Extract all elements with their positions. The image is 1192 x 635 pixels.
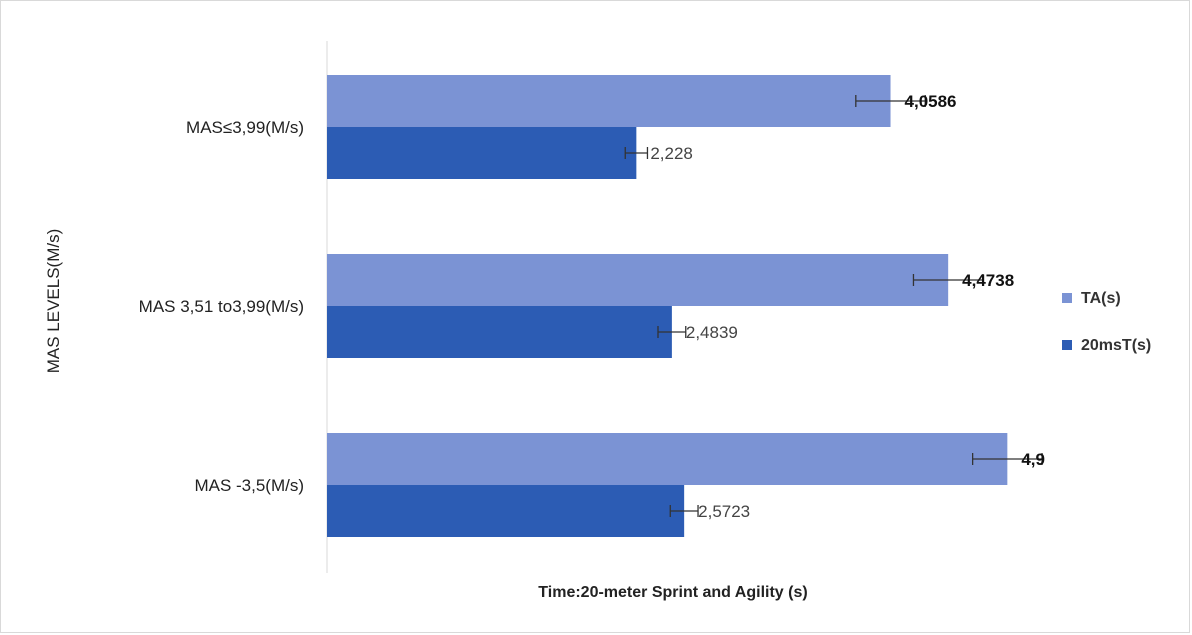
x-axis-title: Time:20-meter Sprint and Agility (s) bbox=[538, 584, 807, 601]
legend-label-sprint: 20msT(s) bbox=[1081, 337, 1151, 354]
error-bar-ta-1 bbox=[855, 95, 926, 107]
legend-swatch-ta bbox=[1062, 293, 1072, 303]
value-label-ta-3: 4,9 bbox=[1021, 450, 1045, 469]
bar-ta-3 bbox=[327, 433, 1008, 485]
legend-label-ta: TA(s) bbox=[1081, 290, 1121, 307]
bar-ta-2 bbox=[327, 254, 949, 306]
error-bar-sprint-1 bbox=[624, 147, 649, 159]
error-bar-sprint-3 bbox=[669, 505, 699, 517]
bars-group bbox=[327, 75, 1043, 537]
error-bar-ta-3 bbox=[971, 453, 1043, 465]
error-bar-ta-2 bbox=[912, 274, 984, 286]
bar-sprint-3 bbox=[327, 485, 685, 537]
value-label-sprint-2: 2,4839 bbox=[686, 323, 738, 342]
value-label-sprint-1: 2,228 bbox=[650, 144, 693, 163]
bar-sprint-2 bbox=[327, 306, 672, 358]
legend-swatch-sprint bbox=[1062, 340, 1072, 350]
value-label-ta-2: 4,4738 bbox=[962, 271, 1014, 290]
y-axis-title: MAS LEVELS(M/s) bbox=[44, 229, 63, 374]
labels-group: MAS≤3,99(M/s) 4,0586 2,228 MAS 3,51 to3,99(… bbox=[139, 92, 1045, 521]
value-label-sprint-3: 2,5723 bbox=[698, 502, 750, 521]
category-label-2: MAS 3,51 to3,99(M/s) bbox=[139, 297, 304, 316]
error-bar-sprint-2 bbox=[657, 326, 687, 338]
legend: TA(s) 20msT(s) bbox=[1062, 290, 1151, 354]
category-label-1: MAS≤3,99(M/s) bbox=[186, 118, 304, 137]
bar-ta-1 bbox=[327, 75, 891, 127]
value-label-ta-1: 4,0586 bbox=[905, 92, 957, 111]
category-label-3: MAS -3,5(M/s) bbox=[194, 476, 304, 495]
bar-sprint-1 bbox=[327, 127, 637, 179]
